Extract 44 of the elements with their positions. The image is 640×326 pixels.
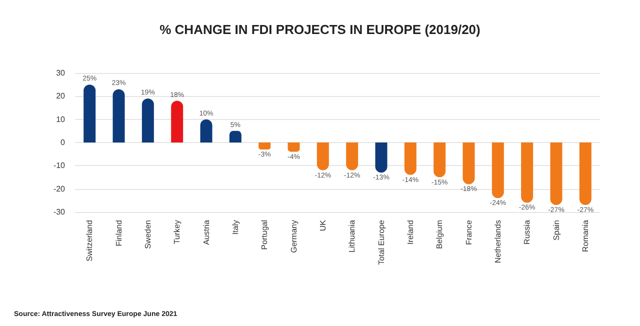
bar [434,142,446,178]
y-tick-label: 10 [56,114,66,124]
chart-title: % CHANGE IN FDI PROJECTS IN EUROPE (2019/20) [160,22,480,37]
bar [171,100,184,142]
bar [521,142,534,203]
bar [200,119,212,142]
x-tick-label: Romania [580,219,590,252]
bar [550,142,562,206]
x-tick-label: Spain [552,220,561,240]
bar [112,89,125,142]
bar [346,142,358,170]
y-tick-label: -30 [53,208,66,216]
bar [288,142,300,152]
x-tick-label: Portugal [260,220,270,250]
y-tick-label: -20 [53,184,66,194]
bar [375,142,388,173]
x-tick-label: UK [318,219,328,232]
x-tick-label: Ireland [406,220,415,244]
bar [404,142,416,175]
x-tick-label: Netherlands [493,220,502,264]
x-tick-label: Switzerland [85,220,94,262]
bar [142,98,154,142]
x-tick-label: Russia [522,219,532,244]
y-tick-label: 30 [56,68,66,78]
x-tick-label: Italy [230,220,240,235]
bar [492,142,504,198]
y-tick-label: -10 [53,161,66,170]
bar [579,142,592,206]
bar [258,142,271,150]
x-tick-label: Germany [289,220,298,253]
bar [462,142,475,184]
x-tick-label: France [464,219,474,245]
x-tick-label: Belgium [435,220,444,249]
y-tick-label: 0 [60,138,66,147]
bar [84,84,96,142]
bar [316,142,329,170]
bar [229,130,242,142]
x-tick-label: Turkey [172,220,182,244]
x-tick-label: Austria [202,219,211,245]
x-tick-label: Finland [114,220,124,246]
x-tick-label: Sweden [143,220,152,249]
x-tick-label: Total Europe [376,219,386,265]
x-tick-label: Lithuania [348,219,357,252]
y-tick-label: 20 [56,92,66,101]
